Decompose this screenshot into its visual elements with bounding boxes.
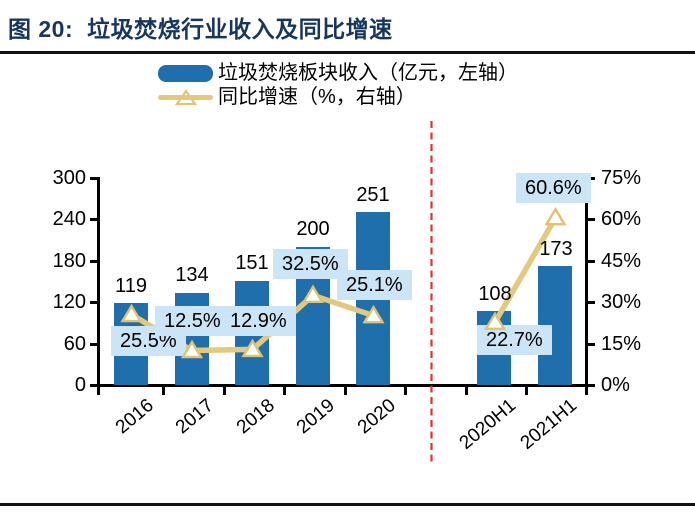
left-tick xyxy=(90,218,97,221)
right-tick xyxy=(588,177,595,180)
x-axis-label-2016: 2016 xyxy=(111,395,158,439)
bottom-tick xyxy=(465,387,468,395)
bar-value-label: 108 xyxy=(478,283,512,305)
x-axis-label-2021H1: 2021H1 xyxy=(517,395,582,454)
right-axis-tick-label: 75% xyxy=(601,167,642,189)
x-axis-label-2020H1: 2020H1 xyxy=(456,395,521,454)
bar-value-label: 200 xyxy=(296,218,330,240)
bar-value-label: 134 xyxy=(175,264,209,286)
left-tick xyxy=(90,384,97,387)
bottom-tick xyxy=(344,387,347,395)
y-axis-right-line xyxy=(585,177,588,387)
left-tick xyxy=(90,177,97,180)
legend-line-label: 同比增速（%，右轴） xyxy=(218,86,416,108)
legend-item-revenue: 垃圾焚烧板块收入（亿元，左轴） xyxy=(158,62,518,84)
left-axis-tick-label: 60 xyxy=(63,333,86,355)
right-tick xyxy=(588,260,595,263)
figure-title: 垃圾焚烧行业收入及同比增速 xyxy=(87,16,393,42)
growth-label: 25.1% xyxy=(337,270,412,300)
growth-label: 60.6% xyxy=(516,173,591,203)
right-tick xyxy=(588,218,595,221)
right-axis-tick-label: 15% xyxy=(601,333,642,355)
y-axis-left-line xyxy=(97,177,100,387)
figure-caption: 图 20: 垃圾焚烧行业收入及同比增速 xyxy=(8,10,688,44)
bar-value-label: 251 xyxy=(356,184,390,206)
bottom-tick xyxy=(585,387,588,395)
left-axis-tick-label: 0 xyxy=(74,374,86,396)
bar-value-label: 173 xyxy=(539,238,573,260)
bar-value-label: 119 xyxy=(115,275,147,297)
right-axis-tick-label: 60% xyxy=(601,208,642,230)
bottom-tick xyxy=(404,387,407,395)
bottom-tick xyxy=(525,387,528,395)
right-axis-tick-label: 0% xyxy=(601,374,630,396)
bottom-tick xyxy=(223,387,226,395)
x-axis-line xyxy=(97,384,588,387)
x-axis-label-2019: 2019 xyxy=(292,395,339,439)
growth-label: 12.5% xyxy=(155,306,230,336)
right-tick xyxy=(588,384,595,387)
figure-number: 图 20: xyxy=(8,16,74,42)
left-axis-tick-label: 120 xyxy=(52,291,86,313)
bottom-divider-line xyxy=(0,503,695,506)
right-axis-tick-label: 45% xyxy=(601,250,642,272)
growth-label: 32.5% xyxy=(273,249,348,279)
legend-bar-label: 垃圾焚烧板块收入（亿元，左轴） xyxy=(218,62,518,84)
right-axis-tick-label: 30% xyxy=(601,291,642,313)
left-tick xyxy=(90,260,97,263)
growth-label: 12.9% xyxy=(221,306,296,336)
left-axis-tick-label: 300 xyxy=(52,167,86,189)
left-tick xyxy=(90,301,97,304)
legend-bar-swatch xyxy=(158,64,213,82)
growth-label: 22.7% xyxy=(477,325,552,355)
legend-item-growth: 同比增速（%，右轴） xyxy=(158,86,416,108)
x-axis-label-2018: 2018 xyxy=(232,395,279,439)
bottom-tick xyxy=(97,387,100,395)
legend-line-swatch xyxy=(158,88,213,106)
bottom-tick xyxy=(283,387,286,395)
left-axis-tick-label: 240 xyxy=(52,208,86,230)
bottom-tick xyxy=(162,387,165,395)
right-tick xyxy=(588,343,595,346)
caption-divider-line xyxy=(0,51,695,54)
bar-value-label: 151 xyxy=(235,252,269,274)
x-axis-label-2020: 2020 xyxy=(353,395,400,439)
legend-line-stroke xyxy=(158,95,213,100)
left-axis-tick-label: 180 xyxy=(52,250,86,272)
right-tick xyxy=(588,301,595,304)
left-tick xyxy=(90,343,97,346)
x-axis-label-2017: 2017 xyxy=(171,395,218,439)
